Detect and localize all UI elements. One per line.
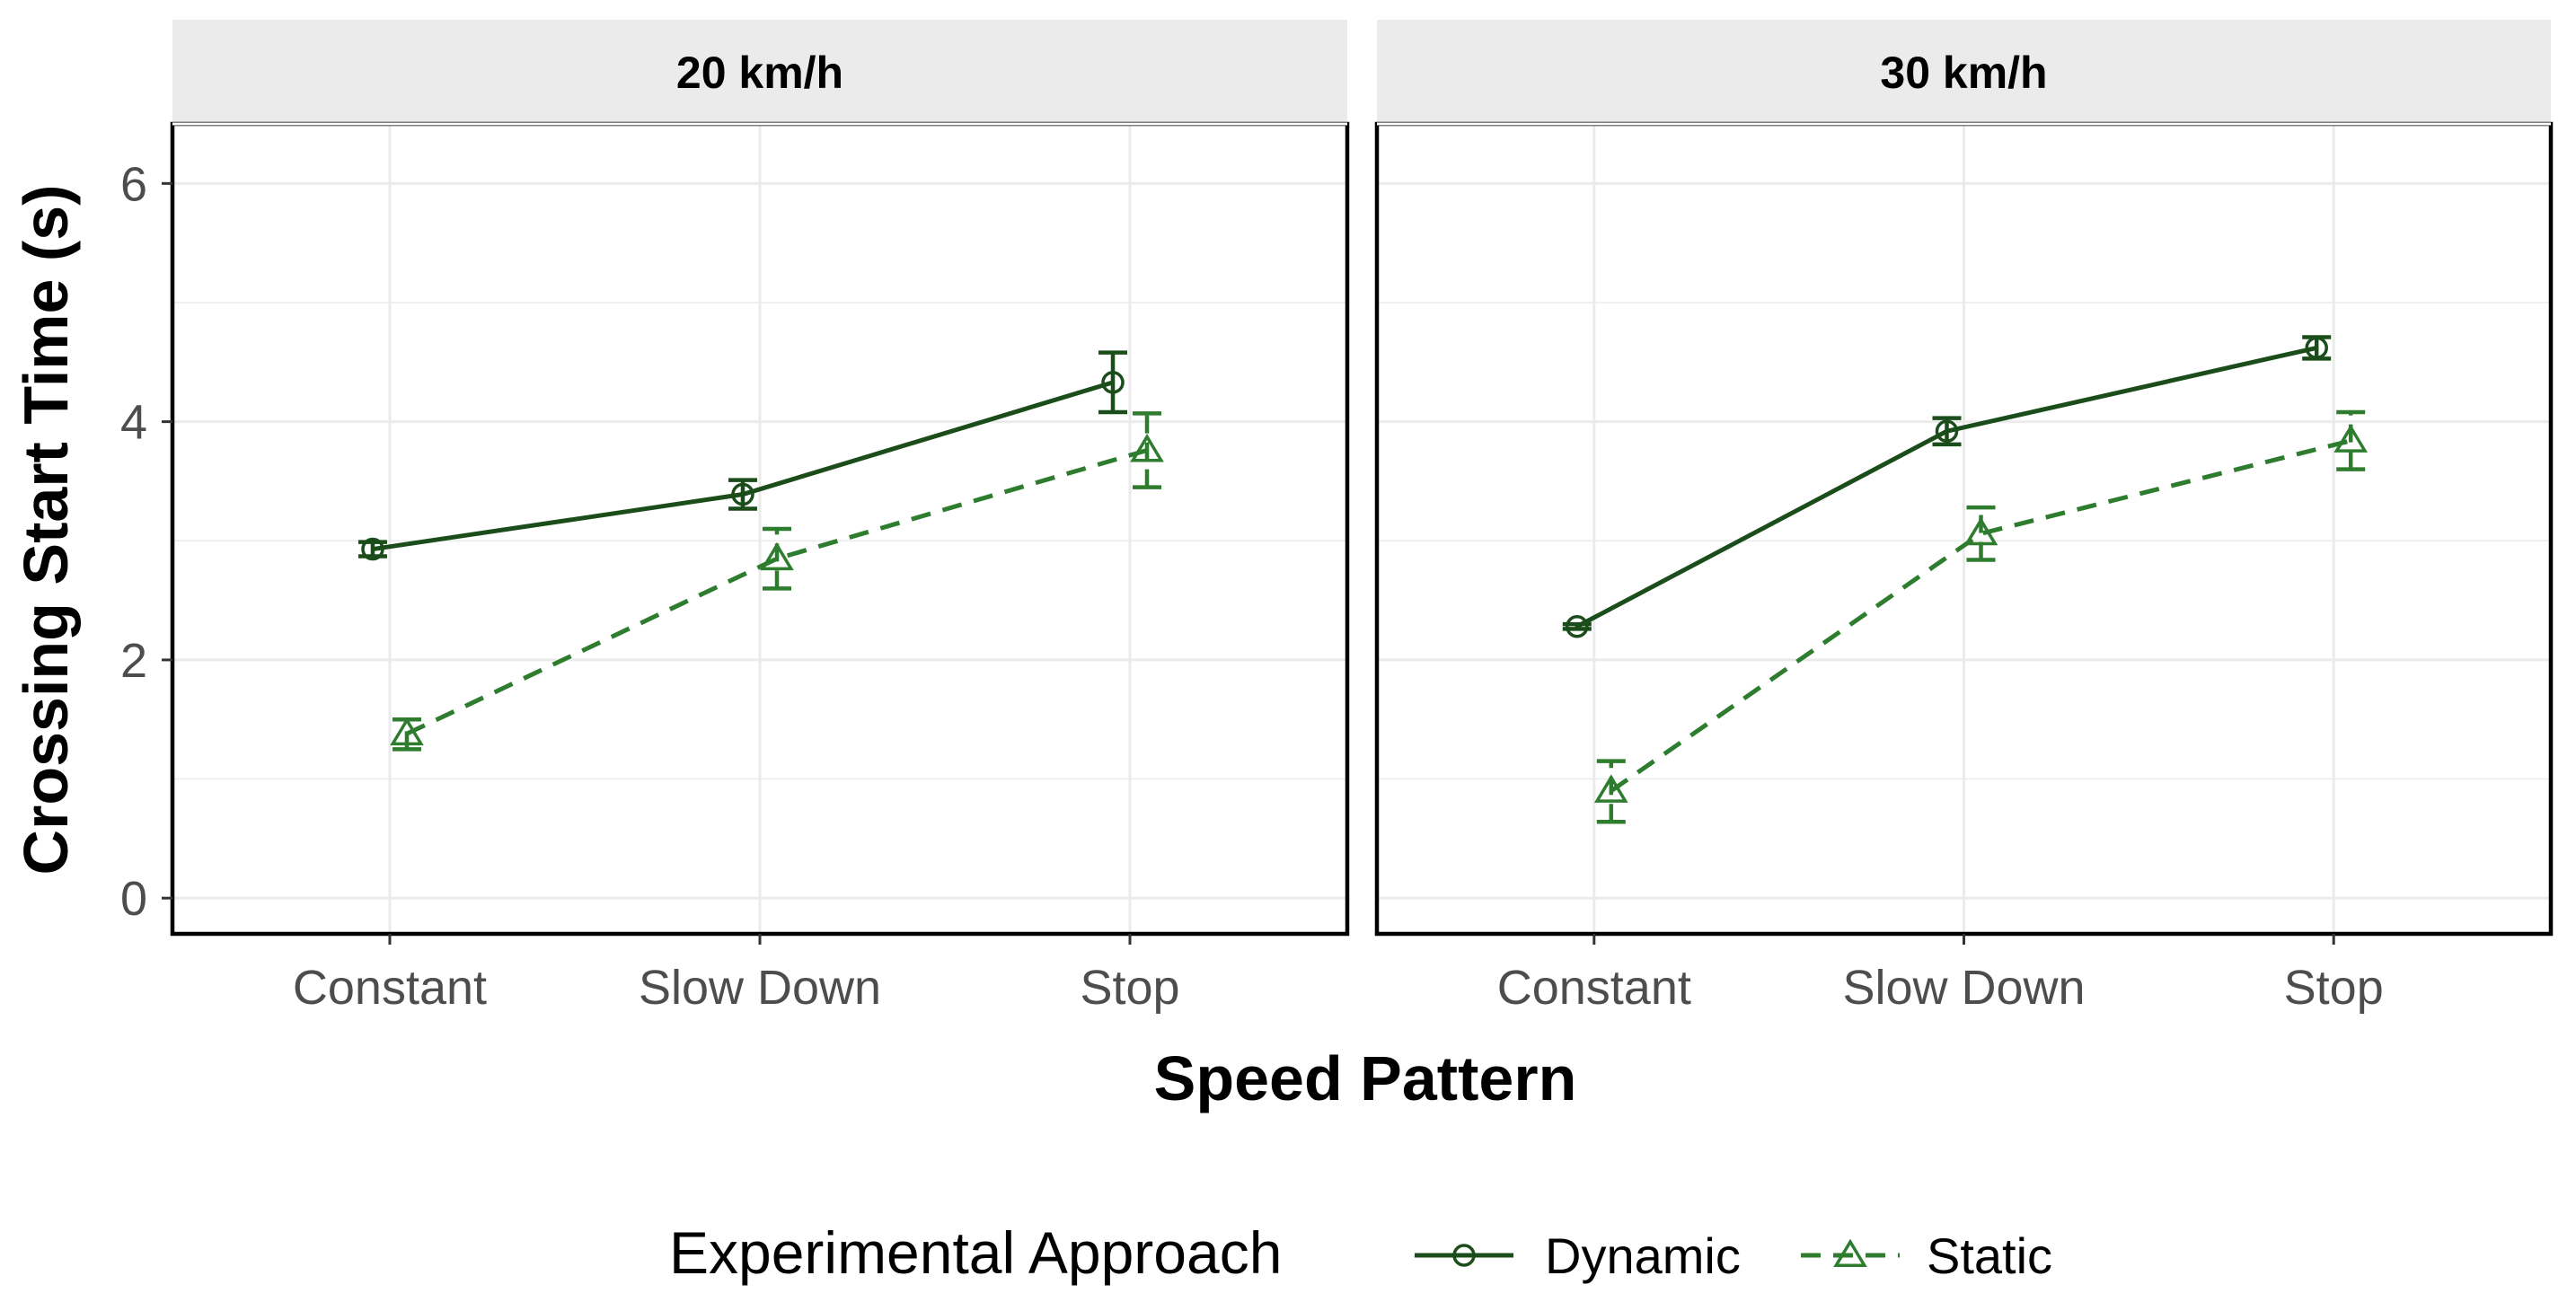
x-tick-label: Constant: [293, 961, 487, 1015]
series-line: [1610, 438, 2351, 793]
series-dynamic: [1562, 335, 2332, 638]
series-line: [405, 448, 1148, 736]
strip-label: 20 km/h: [676, 48, 843, 98]
data-point: [2305, 336, 2328, 360]
x-axis-ticks: Constant Slow Down Stop: [1497, 934, 2384, 1015]
gridlines: [172, 124, 1347, 934]
data-point: [1130, 434, 1164, 462]
panel-1: 20 km/h Constant Slow Down Stop: [170, 20, 1350, 1015]
error-bar: [763, 526, 791, 591]
data-point: [1101, 371, 1125, 394]
x-axis-ticks: Constant Slow Down Stop: [293, 934, 1180, 1015]
x-tick-label: Slow Down: [1842, 961, 2085, 1015]
y-tick-label: 4: [120, 396, 147, 450]
x-tick-label: Slow Down: [639, 961, 881, 1015]
series-dynamic: [357, 350, 1128, 561]
panels: 20 km/h Constant Slow Down Stop 30 km/h Const…: [120, 20, 2554, 1015]
x-tick-label: Stop: [1080, 961, 1179, 1015]
series-static: [390, 411, 1164, 752]
x-tick-label: Stop: [2284, 961, 2384, 1015]
error-bar: [357, 540, 387, 559]
legend-item-dynamic: Dynamic: [1415, 1227, 1741, 1284]
x-axis-title: Speed Pattern: [1154, 1043, 1577, 1113]
data-point: [361, 537, 384, 561]
legend-key-marker: [1452, 1244, 1476, 1267]
data-point: [390, 717, 424, 746]
series-line: [1575, 345, 2317, 629]
error-bar: [1098, 350, 1128, 415]
error-bar: [1133, 411, 1162, 489]
data-point: [1935, 419, 1959, 443]
gridlines: [1377, 124, 2551, 934]
legend-key-marker: [1833, 1238, 1867, 1267]
y-tick-label: 0: [120, 872, 147, 926]
legend-items: Dynamic Static: [1415, 1227, 2052, 1284]
series-line: [372, 380, 1114, 552]
legend-item-static: Static: [1801, 1227, 2052, 1284]
data-point: [1566, 615, 1589, 638]
data-point: [1963, 516, 1998, 546]
y-axis-title: Crossing Start Time (s): [11, 185, 81, 875]
data-point: [2333, 424, 2369, 453]
y-tick-label: 6: [120, 157, 147, 211]
legend-label: Static: [1927, 1227, 2052, 1284]
error-bar: [1596, 759, 1626, 824]
data-point: [760, 541, 794, 571]
y-tick-label: 2: [120, 634, 147, 688]
strip-background: [1377, 20, 2551, 124]
error-bar: [1966, 505, 1996, 562]
strip-label: 30 km/h: [1880, 48, 2047, 98]
legend-label: Dynamic: [1545, 1227, 1741, 1284]
data-point: [731, 482, 754, 506]
error-bar: [2336, 409, 2366, 471]
panel-2: 30 km/h Constant Slow Down Stop: [1374, 20, 2554, 1015]
legend-title: Experimental Approach: [669, 1219, 1282, 1286]
series-static: [1593, 409, 2369, 824]
strip-background: [172, 20, 1347, 124]
x-tick-label: Constant: [1497, 961, 1691, 1015]
data-point: [1593, 774, 1628, 803]
y-axis-ticks: 0 2 4 6: [120, 157, 172, 926]
legend: Experimental Approach Dynamic Static: [669, 1219, 2052, 1286]
